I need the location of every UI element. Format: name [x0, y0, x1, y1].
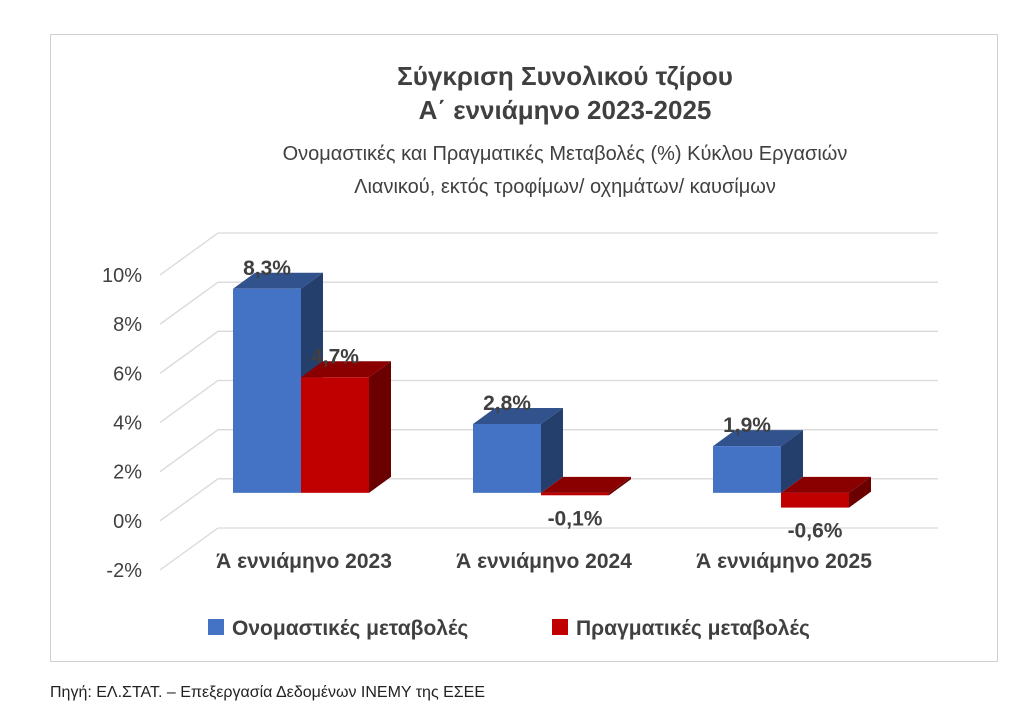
x-category-label: Ά εννιάμηνο 2024	[456, 550, 632, 573]
data-label: 8,3%	[243, 257, 291, 280]
gridlines	[159, 232, 938, 571]
bar-side-face	[609, 476, 631, 496]
legend-swatch	[208, 619, 224, 635]
y-tick-label: 4%	[113, 413, 142, 435]
legend: Ονομαστικές μεταβολές Πραγματικές μεταβολ…	[208, 617, 810, 640]
y-tick-label: 10%	[102, 265, 142, 287]
gridline-diagonal	[159, 478, 219, 522]
data-label: 1,9%	[723, 414, 771, 437]
bar-top-face	[541, 476, 631, 493]
gridline-diagonal	[159, 429, 219, 473]
y-tick-label: 6%	[113, 363, 142, 385]
bar-side-face	[541, 408, 563, 493]
bar-side-face	[849, 476, 871, 508]
gridline-diagonal	[159, 379, 219, 424]
bar-side-face	[369, 361, 391, 493]
chart-frame	[50, 34, 998, 662]
bar-top-face	[473, 408, 563, 424]
x-category-label: Ά εννιάμηνο 2025	[696, 550, 872, 573]
bar	[541, 492, 609, 496]
x-category-label: Ά εννιάμηνο 2023	[216, 550, 392, 573]
bar-top-face	[233, 272, 323, 289]
data-label: 4,7%	[311, 345, 359, 368]
bar	[473, 424, 541, 493]
legend-label: Ονομαστικές μεταβολές	[232, 617, 468, 640]
y-tick-label: 2%	[113, 462, 142, 484]
bar	[713, 446, 781, 493]
y-tick-label: 0%	[113, 511, 142, 533]
chart-subtitle-line2: Λιανικού, εκτός τροφίμων/ οχημάτων/ καυσ…	[354, 176, 776, 198]
bar-top-face	[713, 430, 803, 447]
y-tick-label: 8%	[113, 314, 142, 336]
y-tick-label: -2%	[106, 560, 142, 582]
chart-subtitle: Ονομαστικές και Πραγματικές Μεταβολές (%…	[283, 143, 848, 165]
data-label: -0,1%	[548, 507, 603, 530]
source-note: Πηγή: ΕΛ.ΣΤΑΤ. – Επεξεργασία Δεδομένων Ι…	[50, 684, 486, 701]
data-label: 2,8%	[483, 392, 531, 415]
gridline-diagonal	[159, 330, 219, 374]
y-axis-ticks: -2% 0% 2% 4% 6% 8% 10%	[102, 265, 142, 582]
bars	[233, 272, 871, 508]
chart-title-line2: Α΄ εννιάμηνο 2023-2025	[419, 95, 712, 125]
data-labels: 8,3% 4,7% 2,8% -0,1% 1,9% -0,6%	[243, 257, 843, 543]
bar-side-face	[781, 430, 803, 493]
legend-label: Πραγματικές μεταβολές	[576, 617, 810, 640]
chart-title: Σύγκριση Συνολικού τζίρου	[397, 61, 733, 91]
gridline-diagonal	[159, 527, 219, 571]
x-axis-categories: Ά εννιάμηνο 2023 Ά εννιάμηνο 2024 Ά εννιάμ…	[216, 550, 872, 573]
bar	[233, 288, 301, 493]
data-label: -0,6%	[788, 520, 843, 543]
bar-top-face	[301, 361, 391, 378]
bar	[781, 492, 849, 508]
bar-top-face	[781, 476, 871, 493]
legend-swatch	[552, 619, 568, 635]
bar	[301, 377, 369, 493]
gridline-diagonal	[159, 232, 219, 276]
gridline-diagonal	[159, 281, 219, 325]
